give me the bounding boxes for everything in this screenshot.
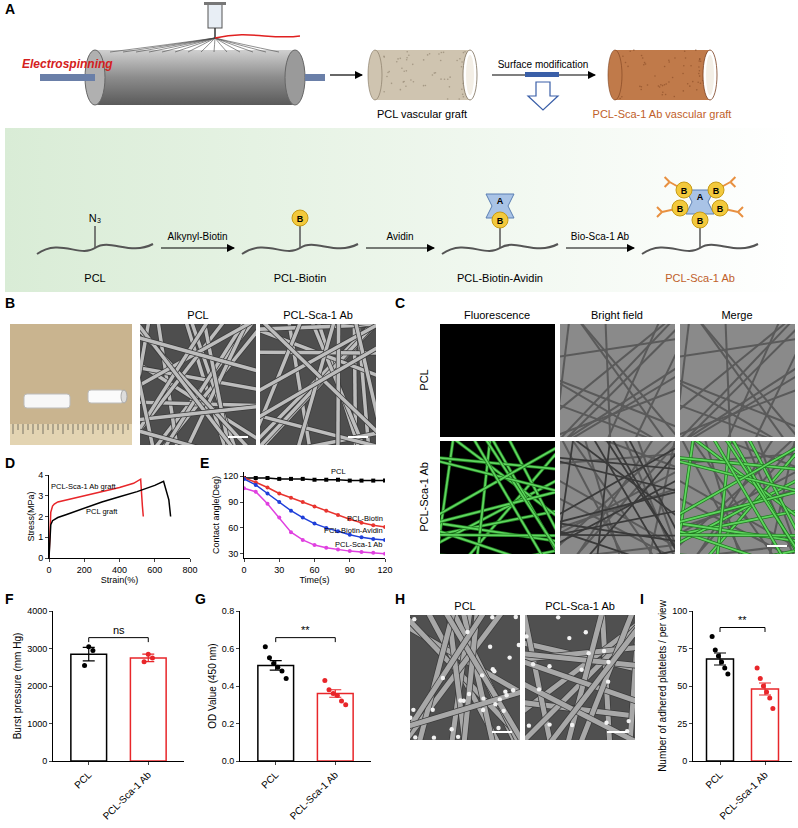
svg-text:Bright field: Bright field <box>591 309 643 321</box>
svg-text:Stress(MPa): Stress(MPa) <box>26 491 36 541</box>
svg-text:Alkynyl-Biotin: Alkynyl-Biotin <box>167 231 227 242</box>
svg-text:PCL-Sca-1 Ab: PCL-Sca-1 Ab <box>717 769 770 822</box>
svg-text:120: 120 <box>223 471 238 481</box>
svg-text:Avidin: Avidin <box>386 231 413 242</box>
svg-text:50: 50 <box>677 681 687 691</box>
svg-text:PCL: PCL <box>703 769 725 791</box>
svg-text:PCL: PCL <box>72 769 94 791</box>
svg-text:PCL graft: PCL graft <box>86 507 118 516</box>
svg-text:0: 0 <box>38 553 43 563</box>
svg-text:75: 75 <box>677 644 687 654</box>
svg-text:B: B <box>297 214 304 224</box>
svg-text:Number of adhered platelets /: Number of adhered platelets / per view <box>657 599 668 772</box>
svg-text:Burst pressure (mm Hg): Burst pressure (mm Hg) <box>12 633 23 740</box>
svg-text:PCL: PCL <box>259 769 281 791</box>
svg-text:PCL-Sca-1 Ab: PCL-Sca-1 Ab <box>288 769 341 822</box>
svg-text:PCL-Sca-1 Ab: PCL-Sca-1 Ab <box>418 462 430 532</box>
svg-text:4000: 4000 <box>27 606 47 616</box>
svg-text:PCL-Biotin-Avidin: PCL-Biotin-Avidin <box>324 526 383 535</box>
svg-text:D: D <box>5 455 15 471</box>
svg-text:1000: 1000 <box>27 719 47 729</box>
svg-text:**: ** <box>738 614 747 626</box>
svg-text:0: 0 <box>46 565 51 575</box>
svg-text:ns: ns <box>113 624 125 636</box>
svg-text:PCL-Sca-1 Ab: PCL-Sca-1 Ab <box>101 769 154 822</box>
svg-text:PCL: PCL <box>187 309 208 321</box>
svg-text:0.6: 0.6 <box>222 644 235 654</box>
svg-text:E: E <box>200 455 209 471</box>
svg-text:200: 200 <box>77 565 92 575</box>
svg-text:A: A <box>497 196 504 206</box>
svg-text:2: 2 <box>38 512 43 522</box>
svg-text:1: 1 <box>38 532 43 542</box>
svg-text:PCL-Biotin: PCL-Biotin <box>274 272 327 284</box>
svg-text:PCL-Sca-1 Ab: PCL-Sca-1 Ab <box>665 272 735 284</box>
svg-text:B: B <box>697 216 704 226</box>
svg-text:PCL-Sca-1 Ab graft: PCL-Sca-1 Ab graft <box>51 482 117 491</box>
svg-text:0: 0 <box>42 756 47 766</box>
svg-text:Contact angle(Deg): Contact angle(Deg) <box>211 476 221 554</box>
svg-text:B: B <box>713 186 720 196</box>
svg-text:0: 0 <box>682 756 687 766</box>
svg-text:2000: 2000 <box>27 681 47 691</box>
svg-text:B: B <box>497 216 504 226</box>
svg-text:G: G <box>195 591 206 607</box>
svg-text:PCL: PCL <box>331 467 346 476</box>
svg-text:B: B <box>677 204 684 214</box>
svg-text:100: 100 <box>672 606 687 616</box>
svg-text:C: C <box>395 295 405 311</box>
svg-text:25: 25 <box>677 719 687 729</box>
svg-text:PCL: PCL <box>418 369 430 390</box>
svg-text:PCL-Sca-1 Ab: PCL-Sca-1 Ab <box>545 600 615 612</box>
svg-text:F: F <box>5 591 14 607</box>
svg-text:Fluorescence: Fluorescence <box>464 309 530 321</box>
svg-text:400: 400 <box>112 565 127 575</box>
svg-text:3000: 3000 <box>27 644 47 654</box>
svg-text:**: ** <box>301 624 310 636</box>
svg-text:0.2: 0.2 <box>222 719 235 729</box>
svg-text:4: 4 <box>38 470 43 480</box>
svg-text:0.8: 0.8 <box>222 606 235 616</box>
svg-text:PCL-Sca-1 Ab: PCL-Sca-1 Ab <box>283 309 353 321</box>
svg-text:0.4: 0.4 <box>222 681 235 691</box>
svg-text:90: 90 <box>228 497 238 507</box>
svg-text:H: H <box>395 591 405 607</box>
svg-text:I: I <box>640 591 644 607</box>
svg-text:30: 30 <box>228 549 238 559</box>
svg-text:PCL-Biotin: PCL-Biotin <box>347 514 383 523</box>
svg-text:60: 60 <box>309 565 319 575</box>
svg-text:PCL-Biotin-Avidin: PCL-Biotin-Avidin <box>457 272 543 284</box>
svg-text:N₃: N₃ <box>89 212 101 224</box>
svg-text:600: 600 <box>147 565 162 575</box>
svg-text:OD Value (450 nm): OD Value (450 nm) <box>207 643 218 728</box>
svg-text:Strain(%): Strain(%) <box>101 575 139 585</box>
svg-text:B: B <box>681 186 688 196</box>
svg-text:60: 60 <box>228 523 238 533</box>
svg-text:800: 800 <box>182 565 197 575</box>
svg-text:Bio-Sca-1 Ab: Bio-Sca-1 Ab <box>571 231 630 242</box>
svg-text:PCL: PCL <box>454 600 475 612</box>
svg-text:B: B <box>5 295 15 311</box>
svg-text:120: 120 <box>377 565 392 575</box>
svg-text:30: 30 <box>274 565 284 575</box>
svg-text:PCL-Sca-1 Ab vascular graft: PCL-Sca-1 Ab vascular graft <box>593 108 732 120</box>
svg-text:0: 0 <box>241 565 246 575</box>
svg-text:PCL-Sca-1 Ab: PCL-Sca-1 Ab <box>335 540 383 549</box>
svg-text:Merge: Merge <box>721 309 752 321</box>
svg-text:90: 90 <box>345 565 355 575</box>
svg-text:0.0: 0.0 <box>222 756 235 766</box>
svg-text:PCL vascular graft: PCL vascular graft <box>377 108 467 120</box>
svg-text:Surface modification: Surface modification <box>498 59 589 70</box>
svg-text:3: 3 <box>38 491 43 501</box>
svg-text:B: B <box>717 204 724 214</box>
svg-text:A: A <box>5 1 15 17</box>
svg-text:PCL: PCL <box>84 272 105 284</box>
svg-text:Electrospinning: Electrospinning <box>22 57 113 71</box>
svg-text:A: A <box>697 192 704 202</box>
svg-text:Time(s): Time(s) <box>299 575 329 585</box>
